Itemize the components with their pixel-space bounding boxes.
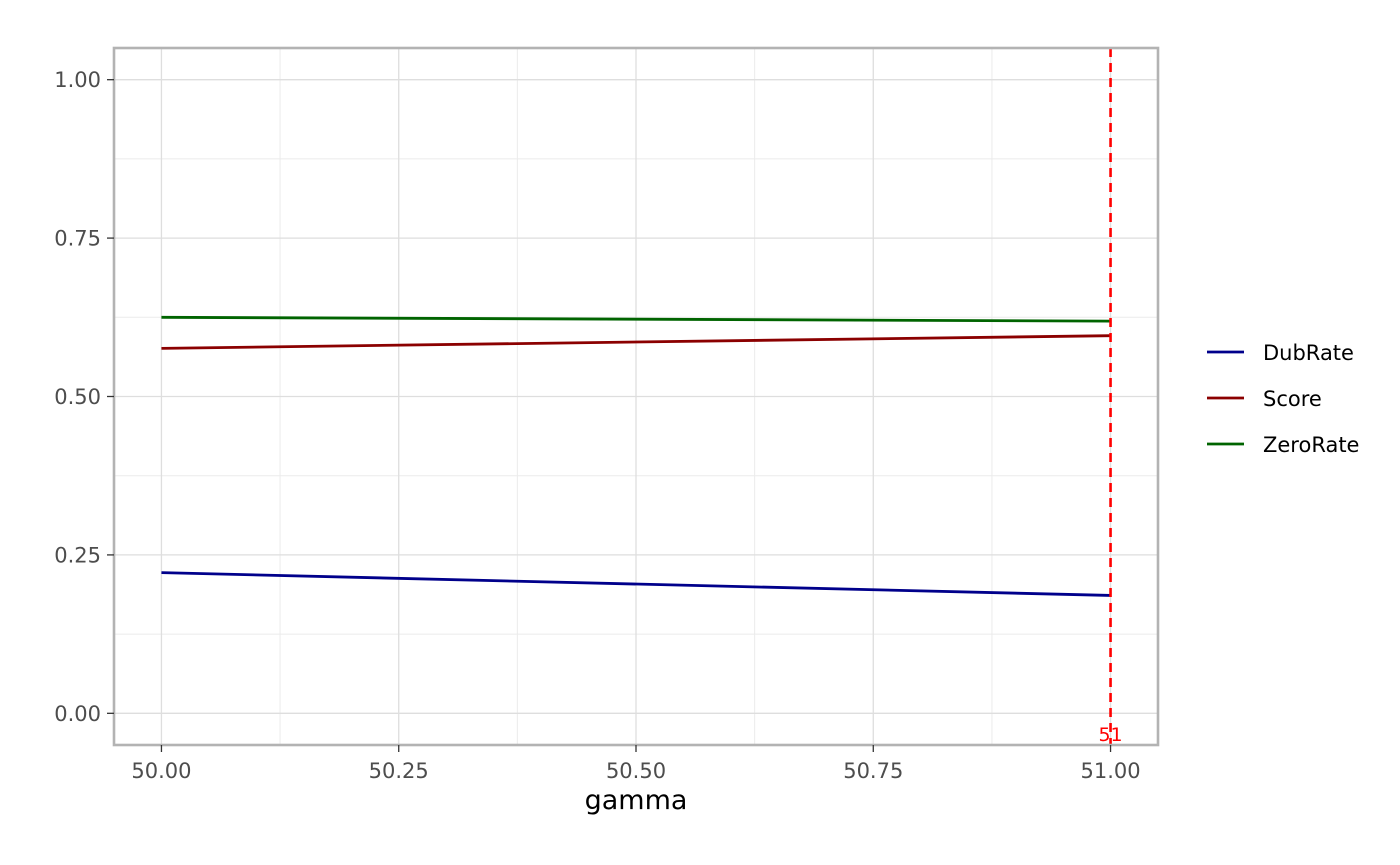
x-tick-label: 50.75 xyxy=(843,759,903,783)
y-tick-label: 1.00 xyxy=(54,68,101,92)
x-tick-label: 50.50 xyxy=(606,759,666,783)
series-line-dubrate xyxy=(161,571,1111,597)
legend-label: DubRate xyxy=(1263,341,1354,365)
y-tick-label: 0.75 xyxy=(54,227,101,251)
legend-item-zerorate: ZeroRate xyxy=(1207,433,1359,457)
x-tick-label: 50.25 xyxy=(369,759,429,783)
series-lines xyxy=(161,315,1111,597)
x-tick-label: 50.00 xyxy=(131,759,191,783)
y-tick-label: 0.25 xyxy=(54,543,101,567)
series-line-zerorate xyxy=(161,315,1111,323)
y-tick-label: 0.50 xyxy=(54,385,101,409)
y-axis: 0.00 0.25 0.50 0.75 1.00 xyxy=(54,68,114,726)
legend-label: Score xyxy=(1263,387,1322,411)
x-tick-label: 51.00 xyxy=(1080,759,1140,783)
reference-line: 51 xyxy=(1098,48,1123,746)
legend-item-score: Score xyxy=(1207,387,1322,411)
series-line-score xyxy=(161,334,1111,350)
legend-item-dubrate: DubRate xyxy=(1207,341,1354,365)
x-axis-title: gamma xyxy=(585,785,688,816)
legend: DubRate Score ZeroRate xyxy=(1207,341,1359,457)
x-axis: 50.00 50.25 50.50 50.75 51.00 xyxy=(131,745,1141,783)
legend-label: ZeroRate xyxy=(1263,433,1359,457)
reference-vline-label: 51 xyxy=(1098,724,1122,746)
y-tick-label: 0.00 xyxy=(54,702,101,726)
